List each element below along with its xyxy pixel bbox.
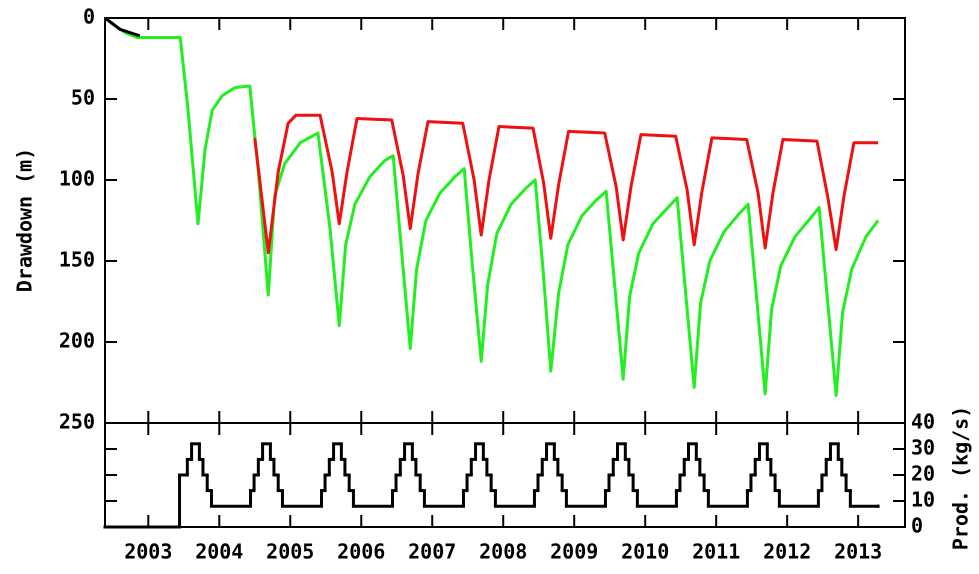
x-tick-label: 2003 xyxy=(124,540,172,564)
y-tick-label: 20 xyxy=(911,462,935,486)
x-tick-label: 2005 xyxy=(266,540,314,564)
data-line xyxy=(104,16,880,397)
y-tick-label: 0 xyxy=(911,514,923,538)
y-tick-label: 50 xyxy=(71,86,95,110)
y-tick-label: 0 xyxy=(83,5,95,29)
x-tick-label: 2007 xyxy=(408,540,456,564)
bottom-panel-frame xyxy=(104,422,906,528)
x-tick-label: 2008 xyxy=(479,540,527,564)
x-tick-label: 2011 xyxy=(692,540,740,564)
x-tick-label: 2004 xyxy=(195,540,243,564)
y-tick-label: 10 xyxy=(911,488,935,512)
x-tick-label: 2013 xyxy=(834,540,882,564)
top-panel-frame xyxy=(104,17,906,424)
y-tick-label: 150 xyxy=(59,248,95,272)
y2-axis-label: Prod. (kg/s) xyxy=(949,406,973,551)
y-tick-label: 250 xyxy=(59,410,95,434)
x-tick-label: 2009 xyxy=(550,540,598,564)
y-axis-label: Drawdown (m) xyxy=(13,148,37,293)
x-tick-label: 2006 xyxy=(337,540,385,564)
y-tick-label: 200 xyxy=(59,329,95,353)
y-tick-label: 100 xyxy=(59,167,95,191)
x-tick-label: 2010 xyxy=(621,540,669,564)
y-tick-label: 30 xyxy=(911,436,935,460)
y-tick-label: 40 xyxy=(911,410,935,434)
x-tick-label: 2012 xyxy=(763,540,811,564)
data-line xyxy=(104,16,141,38)
data-line xyxy=(253,113,879,255)
